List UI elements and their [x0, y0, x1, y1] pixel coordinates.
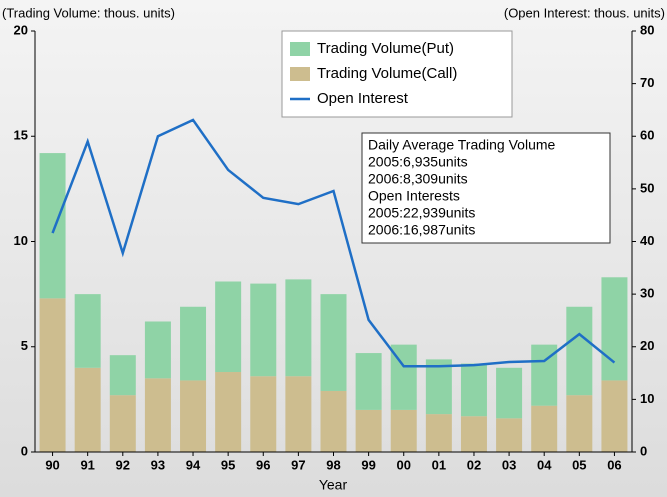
bar-segment: [144, 321, 171, 379]
bar-segment: [566, 395, 593, 452]
bar-segment: [74, 367, 101, 452]
x-tick-label: 91: [80, 457, 94, 472]
bar-segment: [390, 409, 417, 452]
y2-tick-label: 30: [640, 286, 654, 301]
x-tick-label: 03: [502, 457, 516, 472]
y-tick-label: 15: [14, 128, 28, 143]
bar-segment: [109, 395, 136, 452]
bar-segment: [566, 306, 593, 396]
x-tick-label: 99: [361, 457, 375, 472]
bar-segment: [460, 363, 487, 417]
annotation-line: Daily Average Trading Volume: [368, 137, 556, 153]
x-tick-label: 93: [151, 457, 165, 472]
x-tick-label: 98: [326, 457, 340, 472]
bar-segment: [144, 378, 171, 452]
bar-segment: [425, 414, 452, 452]
legend-label: Trading Volume(Put): [317, 40, 454, 57]
annotation-line: 2005:6,935units: [368, 154, 468, 170]
x-tick-label: 96: [256, 457, 270, 472]
y-tick-label: 20: [14, 22, 28, 37]
x-tick-label: 97: [291, 457, 305, 472]
bar-segment: [496, 367, 523, 419]
annotation-line: 2005:22,939units: [368, 205, 475, 221]
bar-segment: [601, 277, 628, 381]
y2-tick-label: 60: [640, 128, 654, 143]
legend-swatch: [290, 67, 310, 81]
legend-swatch: [290, 42, 310, 56]
y2-tick-label: 10: [640, 391, 654, 406]
bar-segment: [215, 281, 242, 373]
x-tick-label: 95: [221, 457, 235, 472]
annotation-line: 2006:8,309units: [368, 171, 468, 187]
x-tick-label: 01: [432, 457, 446, 472]
y2-tick-label: 0: [640, 443, 647, 458]
bar-segment: [39, 153, 66, 299]
x-tick-label: 00: [397, 457, 411, 472]
y-tick-label: 5: [21, 338, 28, 353]
bar-segment: [180, 380, 207, 452]
annotation-line: 2006:16,987units: [368, 222, 475, 238]
x-tick-label: 90: [45, 457, 59, 472]
y2-tick-label: 50: [640, 180, 654, 195]
bar-segment: [320, 294, 347, 391]
bar-segment: [39, 298, 66, 452]
bar-segment: [74, 294, 101, 368]
legend-label: Trading Volume(Call): [317, 65, 457, 82]
x-tick-label: 94: [186, 457, 201, 472]
bar-segment: [250, 376, 277, 452]
bar-segment: [215, 372, 242, 452]
x-tick-label: 05: [572, 457, 586, 472]
x-tick-label: 04: [537, 457, 552, 472]
bar-segment: [425, 359, 452, 415]
x-tick-label: 92: [116, 457, 130, 472]
bar-segment: [285, 279, 312, 377]
bar-segment: [180, 306, 207, 381]
y-axis-title: (Trading Volume: thous. units): [2, 5, 175, 20]
annotation-line: Open Interests: [368, 188, 460, 204]
y2-tick-label: 80: [640, 22, 654, 37]
y2-tick-label: 20: [640, 338, 654, 353]
bar-segment: [285, 376, 312, 452]
y2-axis-title: (Open Interest: thous. units): [504, 5, 665, 20]
bar-segment: [496, 418, 523, 452]
x-tick-label: 06: [607, 457, 621, 472]
bar-segment: [250, 283, 277, 377]
x-tick-label: 02: [467, 457, 481, 472]
bar-segment: [320, 390, 347, 452]
legend-box: [281, 30, 513, 118]
y2-tick-label: 40: [640, 233, 654, 248]
legend-label: Open Interest: [317, 90, 409, 107]
bar-segment: [531, 405, 558, 452]
bar-segment: [355, 409, 382, 452]
line-series: [51, 118, 616, 368]
x-axis-title: Year: [319, 477, 348, 493]
y-tick-label: 0: [21, 443, 28, 458]
bar-segment: [355, 353, 382, 410]
bar-segment: [601, 380, 628, 452]
bar-segment: [460, 416, 487, 452]
y-tick-label: 10: [14, 233, 28, 248]
bar-segment: [109, 355, 136, 396]
annotation-box: [361, 132, 611, 244]
y2-tick-label: 70: [640, 75, 654, 90]
